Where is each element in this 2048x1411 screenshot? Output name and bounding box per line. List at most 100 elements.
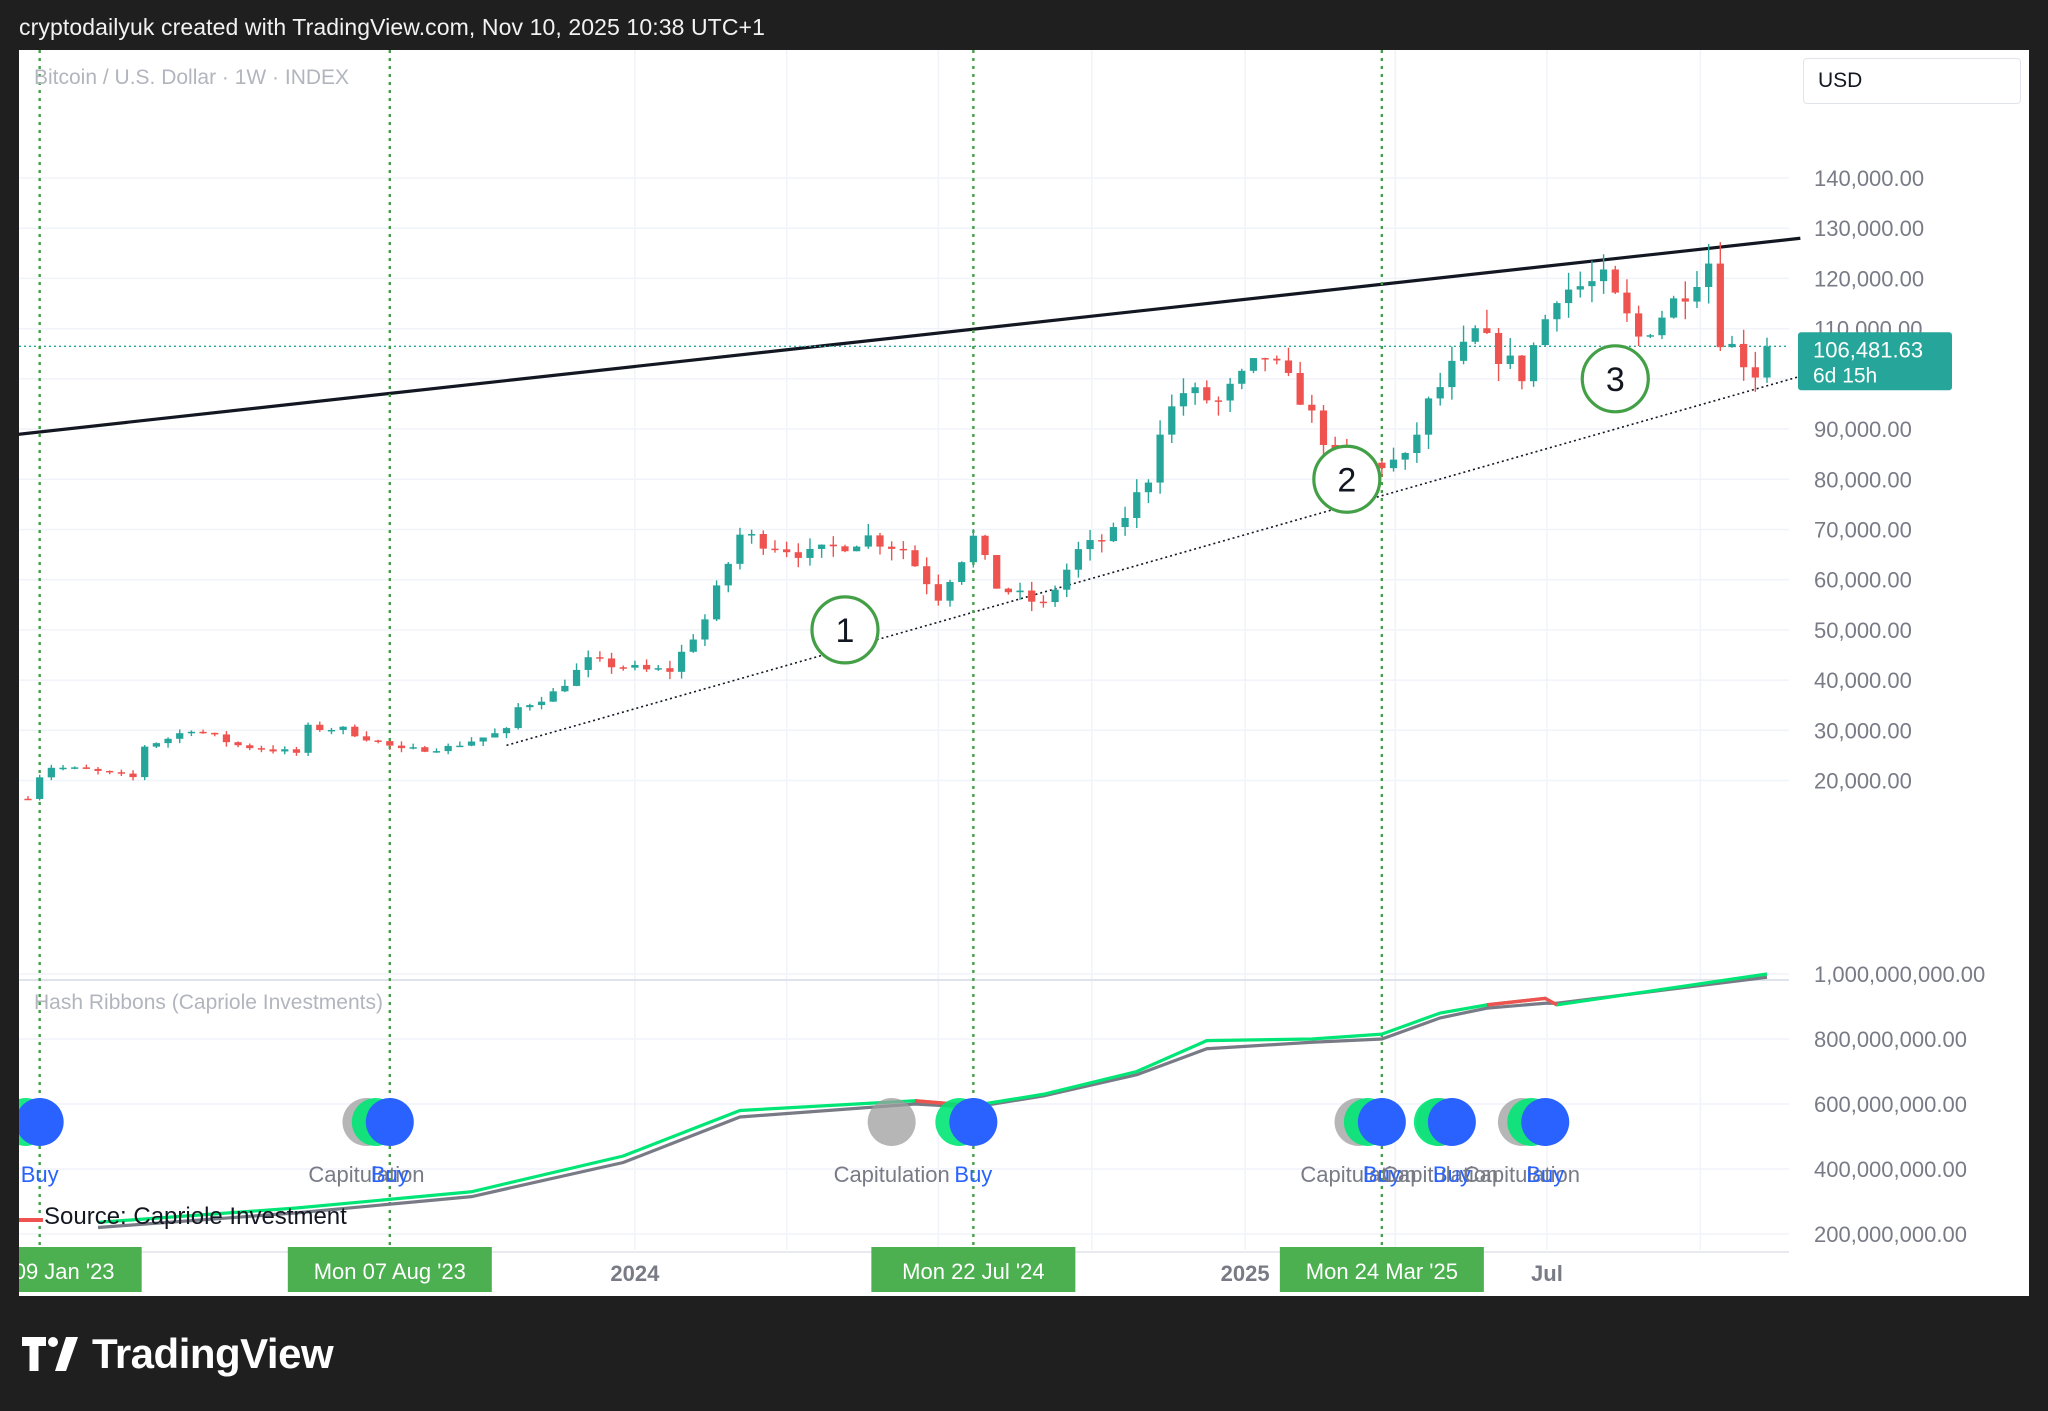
candle-down — [351, 726, 359, 737]
candle-down — [888, 546, 896, 549]
indicator-title: Hash Ribbons (Capriole Investments) — [34, 991, 383, 1014]
candle-down — [234, 742, 242, 746]
buy-signal-dot — [949, 1098, 998, 1146]
candle-down — [911, 550, 919, 567]
capitulation-signal-label: Capitulation — [834, 1162, 950, 1187]
candle-up — [71, 767, 79, 769]
candle-up — [1063, 569, 1071, 590]
price-axis-tick: 140,000.00 — [1814, 166, 1924, 191]
candle-up — [409, 747, 417, 749]
brand-name: TradingView — [92, 1330, 334, 1377]
indicator-axis-tick: 200,000,000.00 — [1814, 1222, 1967, 1247]
candle-down — [1296, 372, 1304, 405]
indicator-axis-tick: 800,000,000.00 — [1814, 1027, 1967, 1052]
candle-down — [222, 734, 231, 743]
candle-up — [1646, 335, 1654, 337]
candle-up — [1448, 360, 1456, 388]
price-axis-tick: 60,000.00 — [1814, 568, 1912, 593]
candle-down — [1751, 367, 1759, 378]
candle-down — [362, 736, 371, 741]
candle-up — [1588, 281, 1596, 287]
buy-signal-dot — [19, 1098, 64, 1146]
candle-up — [1763, 346, 1771, 378]
candle-up — [1238, 370, 1246, 384]
currency-selector[interactable]: USD — [1803, 58, 2021, 104]
candle-up — [724, 563, 732, 586]
candle-up — [1226, 383, 1234, 401]
candle-up — [806, 548, 814, 558]
candle-down — [1716, 263, 1724, 348]
candle-up — [1576, 286, 1584, 290]
candle-up — [1156, 434, 1164, 483]
candle-down — [841, 546, 849, 552]
candle-up — [958, 562, 966, 582]
price-axis-tick: 40,000.00 — [1814, 668, 1912, 693]
candle-down — [1483, 328, 1491, 333]
candle-down — [24, 798, 32, 801]
chart-title: Bitcoin / U.S. Dollar · 1W · INDEX — [34, 66, 350, 89]
candle-up — [1133, 492, 1141, 518]
current-price-countdown: 6d 15h — [1813, 364, 1877, 387]
wave-marker-label: 2 — [1337, 461, 1356, 499]
wave-marker-1 — [810, 595, 880, 665]
candle-up — [176, 733, 184, 739]
candle-down — [117, 772, 125, 774]
candle-down — [397, 745, 406, 749]
candle-up — [1705, 263, 1713, 287]
candle-up — [444, 745, 452, 752]
candle-down — [1319, 410, 1328, 445]
candle-down — [759, 534, 767, 549]
hash-ribbon-slow-line — [97, 975, 1768, 1230]
candle-up — [1564, 289, 1573, 304]
price-axis-tick: 90,000.00 — [1814, 417, 1912, 442]
candle-up — [1693, 286, 1701, 302]
candle-up — [164, 738, 172, 744]
candle-down — [876, 535, 884, 547]
candle-down — [1261, 358, 1269, 360]
candle-up — [969, 535, 977, 563]
date-badge — [19, 1247, 142, 1292]
candle-up — [456, 745, 464, 748]
indicator-axis-tick: 1,000,000,000.00 — [1814, 962, 1985, 987]
candle-up — [584, 657, 592, 670]
date-badge-label: Mon 24 Mar '25 — [1306, 1259, 1458, 1284]
candle-up — [747, 534, 756, 536]
candle-down — [199, 731, 207, 734]
candle-up — [1471, 328, 1479, 342]
candle-up — [1506, 355, 1514, 365]
candle-up — [654, 668, 662, 670]
candle-down — [257, 748, 266, 750]
candle-up — [152, 743, 161, 747]
price-axis-tick: 50,000.00 — [1814, 618, 1912, 643]
resistance-trendline — [19, 236, 1801, 436]
candle-down — [1308, 404, 1316, 411]
candle-up — [853, 546, 861, 552]
candle-up — [36, 777, 44, 799]
buy-signal-label: Buy — [371, 1162, 409, 1187]
candle-down — [1214, 400, 1223, 402]
date-badge-label: Mon 22 Jul '24 — [902, 1259, 1044, 1284]
candle-up — [1670, 298, 1678, 318]
price-axis-tick: 80,000.00 — [1814, 467, 1912, 492]
candle-down — [246, 745, 254, 749]
candle-down — [1098, 540, 1106, 542]
candle-up — [1249, 358, 1258, 371]
candle-up — [1389, 459, 1398, 469]
candle-up — [701, 619, 709, 640]
candle-down — [934, 584, 942, 601]
time-axis-tick: Jul — [1531, 1261, 1563, 1286]
tradingview-logo[interactable]: TradingView — [22, 1330, 334, 1378]
candle-down — [642, 664, 651, 670]
candle-up — [141, 746, 149, 778]
wave-marker-label: 1 — [836, 612, 855, 650]
candle-down — [1740, 343, 1748, 368]
capitulation-signal-dot — [867, 1098, 916, 1146]
candle-down — [829, 544, 837, 547]
candle-up — [946, 581, 954, 601]
candle-up — [1599, 269, 1608, 282]
candle-up — [537, 701, 546, 706]
candle-down — [596, 657, 604, 659]
candle-down — [106, 770, 114, 773]
